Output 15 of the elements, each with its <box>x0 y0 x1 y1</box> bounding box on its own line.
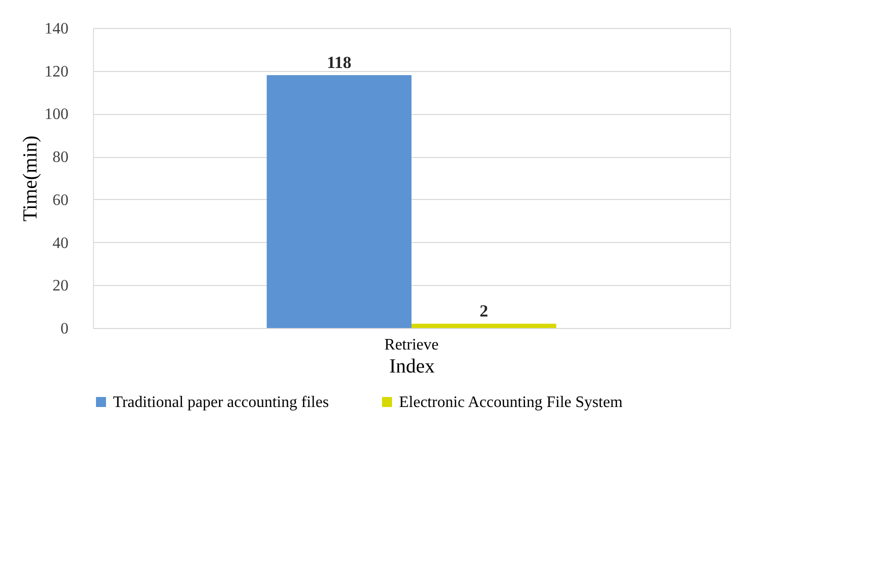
y-tick-label: 100 <box>44 106 68 124</box>
x-axis-title: Index <box>389 356 435 378</box>
y-tick-label: 20 <box>52 278 68 295</box>
data-label: 118 <box>326 53 352 72</box>
y-tick-label: 140 <box>44 20 68 38</box>
y-tick-label: 40 <box>52 234 68 252</box>
x-tick-label: Retrieve <box>384 336 439 354</box>
y-axis-title: Time(min) <box>20 136 42 222</box>
data-label: 2 <box>480 302 488 321</box>
legend-label: Traditional paper accounting files <box>113 394 329 411</box>
legend-label: Electronic Accounting File System <box>399 394 624 411</box>
y-tick-label: 60 <box>52 192 68 209</box>
y-tick-label: 0 <box>60 320 68 338</box>
y-tick-label: 80 <box>52 149 68 166</box>
y-tick-label: 120 <box>44 63 68 80</box>
